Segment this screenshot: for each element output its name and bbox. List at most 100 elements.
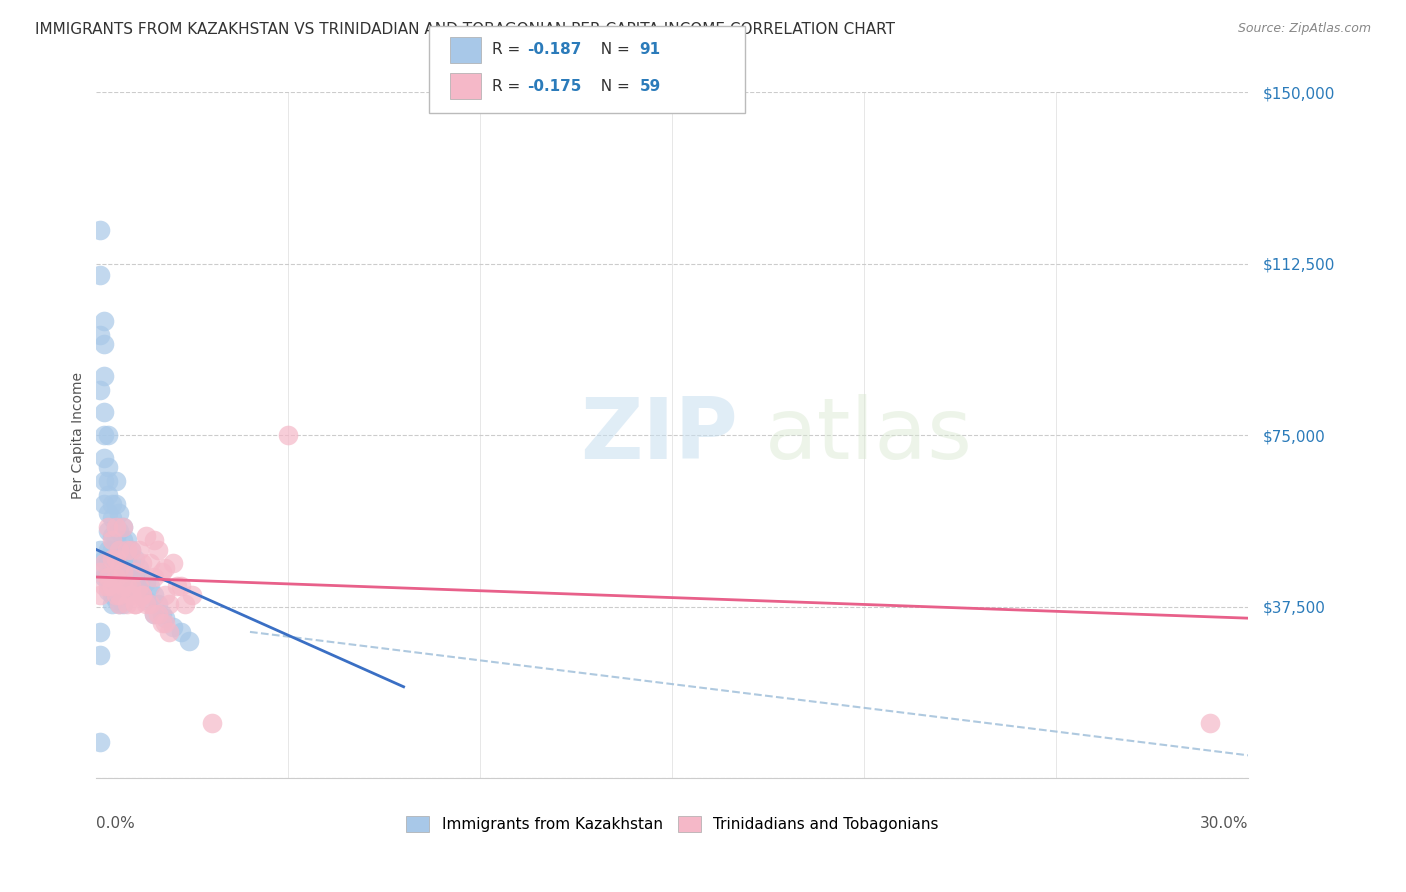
Point — [104, 570, 127, 584]
Point — [146, 542, 169, 557]
Point — [97, 551, 120, 566]
Point — [104, 593, 127, 607]
Point — [112, 533, 135, 548]
Point — [108, 524, 131, 539]
Point — [131, 588, 153, 602]
Point — [150, 615, 173, 630]
Point — [89, 222, 111, 236]
Point — [108, 542, 131, 557]
Text: atlas: atlas — [765, 393, 973, 477]
Text: 59: 59 — [640, 78, 661, 94]
Point — [128, 579, 150, 593]
Point — [89, 566, 111, 580]
Point — [128, 579, 150, 593]
Point — [108, 574, 131, 589]
Point — [104, 520, 127, 534]
Point — [157, 624, 180, 639]
Text: N =: N = — [591, 43, 634, 57]
Point — [120, 579, 142, 593]
Point — [166, 579, 188, 593]
Point — [97, 428, 120, 442]
Point — [112, 579, 135, 593]
Point — [89, 588, 111, 602]
Text: R =: R = — [492, 78, 526, 94]
Point — [135, 529, 157, 543]
Point — [100, 570, 122, 584]
Point — [100, 557, 122, 571]
Text: ZIP: ZIP — [581, 393, 738, 477]
Point — [108, 506, 131, 520]
Point — [277, 428, 299, 442]
Point — [108, 588, 131, 602]
Point — [108, 561, 131, 575]
Point — [170, 579, 193, 593]
Point — [124, 598, 146, 612]
Point — [115, 570, 138, 584]
Point — [112, 588, 135, 602]
Point — [100, 533, 122, 548]
Point — [97, 570, 120, 584]
Point — [146, 598, 169, 612]
Point — [104, 497, 127, 511]
Point — [104, 520, 127, 534]
Point — [131, 557, 153, 571]
Point — [108, 561, 131, 575]
Point — [112, 561, 135, 575]
Point — [124, 598, 146, 612]
Point — [97, 574, 120, 589]
Point — [112, 520, 135, 534]
Point — [93, 451, 115, 466]
Point — [143, 570, 166, 584]
Point — [89, 624, 111, 639]
Point — [120, 542, 142, 557]
Point — [97, 583, 120, 598]
Point — [131, 588, 153, 602]
Point — [104, 551, 127, 566]
Point — [112, 574, 135, 589]
Point — [150, 607, 173, 621]
Y-axis label: Per Capita Income: Per Capita Income — [72, 372, 86, 499]
Point — [1199, 716, 1222, 731]
Point — [157, 598, 180, 612]
Point — [104, 533, 127, 548]
Point — [100, 579, 122, 593]
Point — [93, 579, 115, 593]
Point — [100, 510, 122, 524]
Point — [173, 598, 195, 612]
Point — [181, 588, 204, 602]
Point — [97, 506, 120, 520]
Point — [131, 588, 153, 602]
Point — [143, 607, 166, 621]
Point — [162, 620, 184, 634]
Point — [97, 474, 120, 488]
Point — [93, 336, 115, 351]
Point — [100, 542, 122, 557]
Point — [89, 734, 111, 748]
Text: -0.187: -0.187 — [527, 43, 582, 57]
Point — [135, 598, 157, 612]
Point — [112, 566, 135, 580]
Legend: Immigrants from Kazakhstan, Trinidadians and Tobagonians: Immigrants from Kazakhstan, Trinidadians… — [406, 816, 938, 832]
Point — [104, 588, 127, 602]
Point — [155, 561, 177, 575]
Point — [104, 579, 127, 593]
Point — [115, 579, 138, 593]
Point — [112, 598, 135, 612]
Point — [93, 474, 115, 488]
Text: 91: 91 — [640, 43, 661, 57]
Point — [177, 634, 200, 648]
Point — [104, 566, 127, 580]
Point — [89, 542, 111, 557]
Point — [89, 561, 111, 575]
Point — [93, 551, 115, 566]
Point — [100, 598, 122, 612]
Point — [93, 428, 115, 442]
Point — [89, 268, 111, 283]
Point — [128, 561, 150, 575]
Point — [124, 551, 146, 566]
Point — [120, 579, 142, 593]
Point — [162, 557, 184, 571]
Point — [89, 327, 111, 342]
Point — [93, 405, 115, 419]
Point — [120, 588, 142, 602]
